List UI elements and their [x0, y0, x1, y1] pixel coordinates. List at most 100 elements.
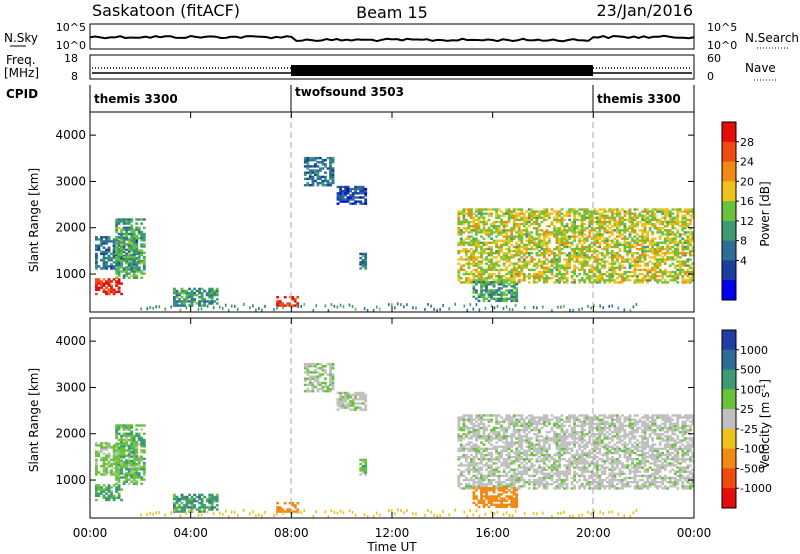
power-cell [573, 216, 576, 219]
power-cell [522, 272, 526, 276]
velocity-cell [122, 474, 126, 477]
power-cell [691, 266, 695, 269]
power-cell [140, 218, 144, 221]
power-cell [676, 247, 680, 251]
power-cell [130, 245, 134, 248]
power-cell [497, 233, 501, 236]
power-cell [588, 243, 592, 247]
velocity-cell [522, 431, 526, 434]
velocity-cell [480, 456, 483, 459]
velocity-cell [213, 497, 217, 501]
power-cell [603, 260, 607, 263]
power-cell [686, 241, 690, 244]
power-cell [583, 208, 587, 211]
power-cell [117, 274, 121, 277]
power-cell [475, 297, 478, 300]
power-cell [475, 214, 478, 217]
velocity-cell [487, 437, 491, 440]
power-cell [681, 270, 685, 274]
velocity-cell [492, 431, 496, 434]
power-cell [686, 260, 690, 263]
velocity-cell [132, 449, 136, 452]
power-cell [470, 212, 473, 215]
velocity-cell [208, 506, 212, 509]
velocity-cell [515, 428, 519, 432]
power-cell [477, 281, 481, 284]
power-cell [638, 279, 642, 282]
power-cell [135, 262, 139, 265]
velocity-cell [462, 420, 466, 423]
power-cell [633, 262, 637, 265]
power-cell [661, 208, 665, 211]
velocity-cell [115, 449, 118, 452]
power-cell [472, 272, 476, 276]
power-cell [570, 235, 574, 238]
power-cell [107, 282, 111, 285]
velocity-cell [130, 455, 134, 458]
power-cell [563, 225, 566, 228]
power-cell [631, 222, 634, 226]
power-cell [505, 208, 509, 211]
power-cell [633, 235, 637, 238]
power-cell [573, 225, 576, 228]
power-cell [97, 238, 101, 241]
power-cell [593, 279, 597, 282]
power-cell [648, 275, 652, 278]
power-cell [598, 245, 602, 249]
power-cell [666, 212, 670, 215]
velocity-cell [288, 508, 292, 511]
power-cell [605, 237, 609, 240]
power-cell [507, 218, 511, 222]
velocity-cell [522, 428, 526, 432]
velocity-cell [135, 457, 139, 460]
velocity-cell [530, 420, 534, 423]
power-cell [457, 229, 461, 232]
velocity-cell [560, 485, 564, 488]
power-cell [178, 291, 181, 295]
power-cell [540, 233, 544, 236]
velocity-cell [475, 420, 478, 423]
power-cell [565, 225, 569, 228]
power-cell [100, 280, 103, 283]
power-cell [636, 220, 639, 224]
power-cell [553, 216, 556, 219]
power-cell [671, 222, 675, 226]
power-cell [643, 235, 647, 238]
velocity-cell [140, 482, 144, 485]
power-cell [595, 233, 599, 236]
velocity-cell [140, 455, 144, 458]
power-cell [102, 252, 106, 256]
velocity-cell [548, 439, 551, 442]
power-cell [497, 272, 501, 276]
velocity-cell [306, 373, 310, 376]
power-cell [505, 222, 509, 226]
velocity-cell [208, 495, 212, 499]
power-cell [95, 265, 98, 268]
velocity-cell [538, 485, 541, 488]
velocity-cell [470, 435, 473, 438]
velocity-cell [538, 481, 541, 484]
power-cell [530, 275, 534, 278]
power-cell [505, 235, 509, 238]
velocity-cell [465, 483, 468, 486]
power-cell [115, 255, 118, 259]
power-cell [580, 247, 584, 251]
velocity-cell [117, 472, 121, 475]
power-cell [520, 264, 524, 267]
velocity-cell [558, 424, 561, 428]
power-cell [495, 252, 498, 255]
power-cell [668, 214, 672, 217]
power-cell [102, 290, 106, 294]
velocity-cell [553, 453, 556, 457]
velocity-cell [125, 438, 128, 442]
power-cell [467, 272, 471, 276]
velocity-cell [296, 508, 300, 511]
power-cell [605, 220, 609, 224]
power-cell [485, 229, 488, 232]
velocity-cell [311, 362, 315, 366]
velocity-cell [105, 488, 108, 491]
velocity-cell [482, 456, 486, 459]
velocity-cell [553, 422, 556, 425]
power-cell [540, 210, 544, 213]
power-cell [611, 233, 614, 236]
